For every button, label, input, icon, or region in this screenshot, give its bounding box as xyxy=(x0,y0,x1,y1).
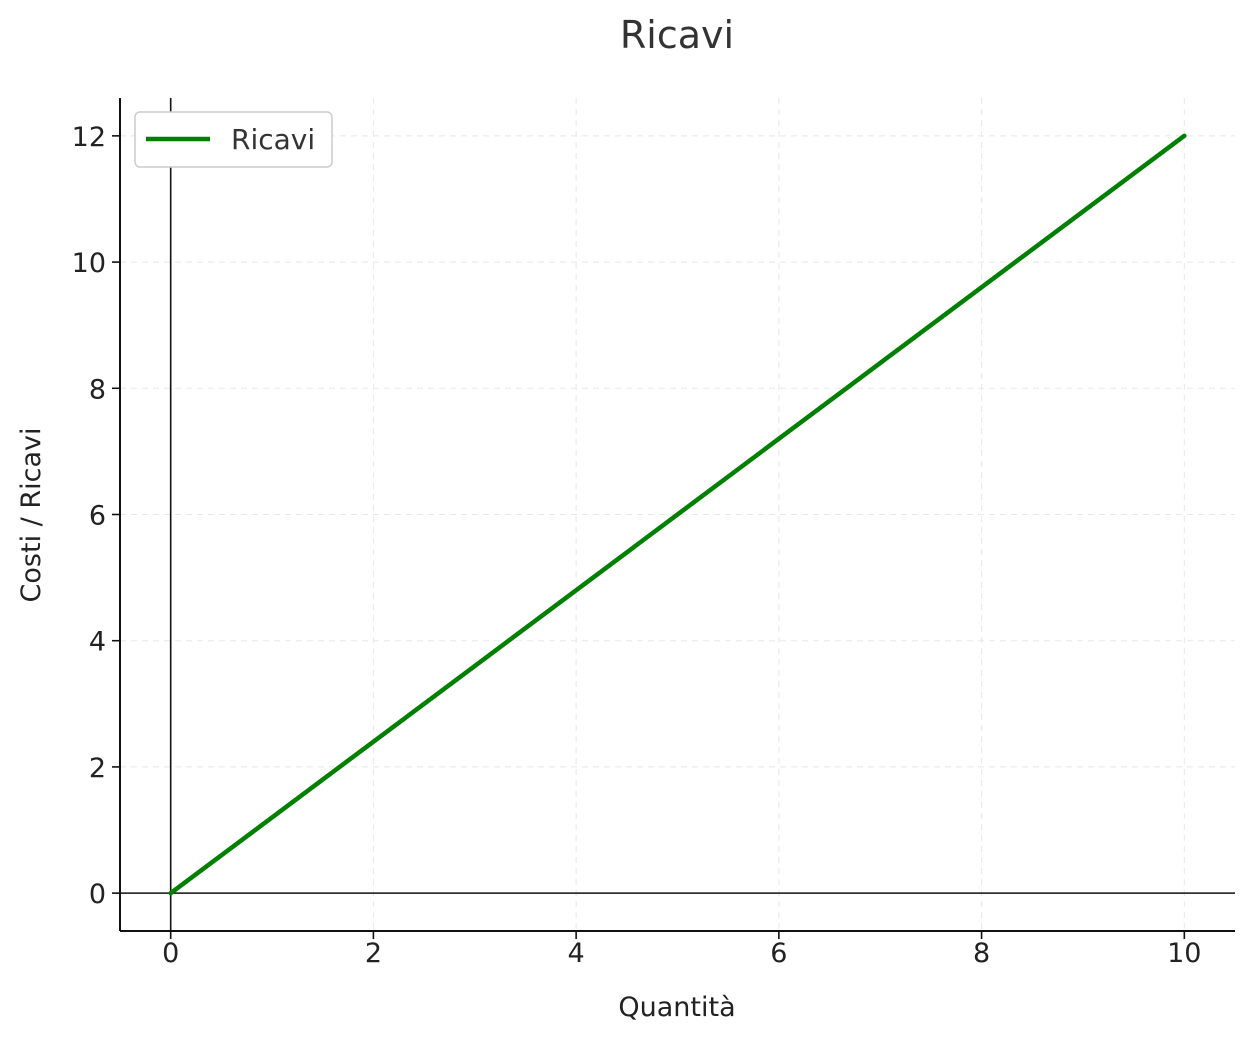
legend-label-ricavi: Ricavi xyxy=(231,123,315,156)
y-tick-label: 8 xyxy=(89,374,106,405)
x-axis-ticks: 0 2 4 6 8 10 xyxy=(162,931,1201,969)
x-tick-label: 4 xyxy=(568,938,585,969)
x-tick-label: 0 xyxy=(162,938,179,969)
x-axis-label: Quantità xyxy=(618,992,735,1023)
x-tick-label: 6 xyxy=(770,938,787,969)
zero-reference-lines xyxy=(120,98,1235,931)
series-layer xyxy=(168,133,1187,896)
x-tick-label: 8 xyxy=(973,938,990,969)
y-axis-label: Costi / Ricavi xyxy=(16,428,47,603)
y-tick-label: 6 xyxy=(89,501,106,532)
y-tick-label: 4 xyxy=(89,627,106,658)
y-tick-label: 0 xyxy=(89,879,106,910)
x-tick-label: 10 xyxy=(1167,938,1201,969)
y-axis-ticks: 0 2 4 6 8 10 12 xyxy=(72,122,120,910)
x-tick-label: 2 xyxy=(365,938,382,969)
y-tick-label: 2 xyxy=(89,753,106,784)
legend: Ricavi xyxy=(134,111,333,168)
y-tick-label: 12 xyxy=(72,122,106,153)
chart-title: Ricavi xyxy=(620,13,734,57)
y-tick-label: 10 xyxy=(72,248,106,279)
legend-box xyxy=(134,111,333,168)
series-line-ricavi xyxy=(168,133,1187,896)
